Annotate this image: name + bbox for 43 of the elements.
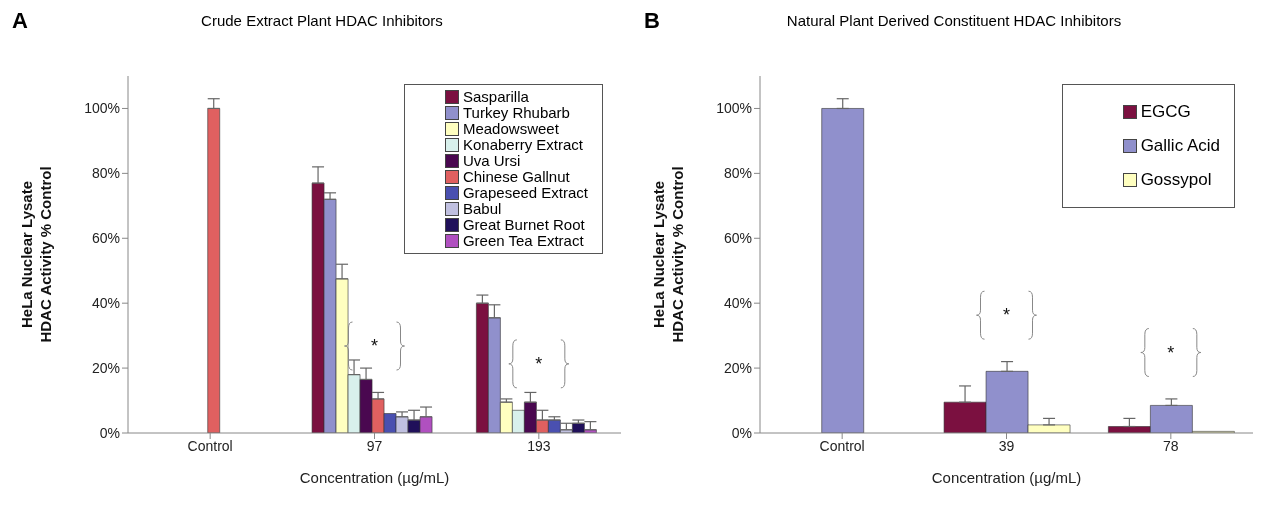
legend-label: Grapeseed Extract: [462, 184, 588, 201]
y-tick-label: 20%: [91, 360, 120, 377]
y-axis-title: HeLa Nuclear Lysate HDAC Activity % Control: [650, 166, 686, 343]
annotation: *: [1002, 305, 1011, 326]
y-axis-title: HeLa Nuclear Lysate HDAC Activity % Control: [18, 166, 54, 343]
y-tick-label: 60%: [91, 230, 120, 247]
y-tick-label: 80%: [91, 165, 120, 182]
x-axis-title: Concentration (µg/mL): [931, 469, 1082, 486]
y-tick-label: 100%: [716, 100, 752, 117]
x-tick-label: Control: [819, 437, 865, 454]
x-axis-title: Concentration (µg/mL): [299, 469, 450, 486]
text: A: [12, 8, 28, 34]
legend-label: EGCG: [1140, 101, 1191, 123]
legend-label: Turkey Rhubarb: [462, 104, 570, 121]
x-tick-label: 39: [998, 437, 1015, 454]
y-tick-label: 80%: [723, 165, 752, 182]
legend-label: Meadowsweet: [462, 120, 559, 137]
x-tick-label: 193: [527, 437, 551, 454]
legend-label: Konaberry Extract: [462, 136, 583, 153]
y-tick-label: 100%: [84, 100, 120, 117]
annotation: *: [1167, 342, 1175, 363]
legend-label: Green Tea Extract: [462, 232, 584, 249]
legend-label: Chinese Gallnut: [462, 168, 570, 185]
annotation: *: [370, 336, 379, 357]
y-tick-label: 40%: [723, 295, 752, 312]
legend-label: Gallic Acid: [1140, 135, 1220, 157]
y-tick-label: 40%: [91, 295, 120, 312]
x-tick-label: Control: [187, 437, 233, 454]
chart-title: Natural Plant Derived Constituent HDAC Inhibitors: [786, 12, 1122, 29]
y-tick-label: 60%: [723, 230, 752, 247]
x-tick-label: 97: [366, 437, 383, 454]
legend-label: Babul: [462, 200, 502, 217]
annotation: *: [535, 353, 543, 374]
y-tick-label: 20%: [723, 360, 752, 377]
x-tick-label: 78: [1163, 437, 1179, 454]
legend-label: Uva Ursi: [462, 152, 521, 169]
legend-label: Gossypol: [1140, 169, 1212, 191]
y-tick-label: 0%: [99, 424, 120, 441]
text: B: [644, 8, 660, 34]
y-tick-label: 0%: [731, 424, 752, 441]
chart-title: Crude Extract Plant HDAC Inhibitors: [201, 12, 443, 29]
legend-label: Great Burnet Root: [462, 216, 585, 233]
legend-label: Sasparilla: [462, 88, 529, 105]
